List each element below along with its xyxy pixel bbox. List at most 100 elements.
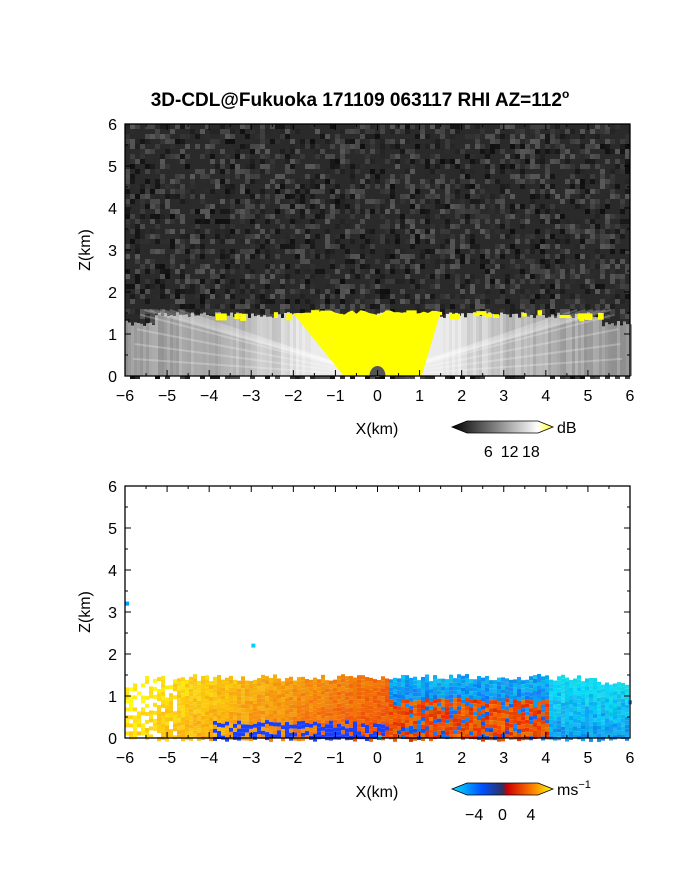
noise-cell — [420, 134, 425, 139]
velocity-cell — [249, 704, 253, 709]
noise-cell — [205, 309, 210, 314]
noise-cell — [350, 164, 355, 169]
noise-cell — [410, 194, 415, 199]
noise-cell — [315, 189, 320, 194]
noise-cell — [335, 164, 340, 169]
noise-cell — [155, 179, 160, 184]
velocity-cell — [533, 687, 537, 692]
noise-cell — [425, 219, 430, 224]
noise-cell — [570, 149, 575, 154]
velocity-cell — [133, 687, 137, 692]
velocity-cell — [489, 732, 493, 737]
noise-cell — [310, 289, 315, 294]
velocity-cell — [297, 717, 301, 722]
velocity-cell — [565, 717, 569, 722]
noise-cell — [210, 209, 215, 214]
velocity-cell — [481, 693, 485, 698]
velocity-cell — [449, 734, 453, 739]
noise-cell — [570, 174, 575, 179]
velocity-cell — [393, 693, 397, 698]
velocity-cell — [169, 701, 173, 706]
velocity-cell — [561, 726, 565, 731]
noise-cell — [575, 229, 580, 234]
noise-cell — [295, 224, 300, 229]
x-tick-label: 5 — [583, 388, 592, 405]
noise-cell — [270, 229, 275, 234]
velocity-cell — [205, 675, 209, 680]
velocity-cell — [421, 708, 425, 713]
velocity-cell — [305, 711, 309, 716]
noise-cell — [160, 284, 165, 289]
noise-cell — [530, 194, 535, 199]
noise-cell — [590, 129, 595, 134]
noise-cell — [515, 174, 520, 179]
backscatter-column — [275, 314, 278, 376]
velocity-cell — [597, 721, 601, 726]
velocity-cell — [489, 692, 493, 697]
velocity-cell — [317, 723, 321, 728]
noise-cell — [410, 284, 415, 289]
noise-cell — [505, 224, 510, 229]
noise-cell — [575, 219, 580, 224]
backscatter-column — [548, 316, 551, 376]
velocity-cell — [329, 712, 333, 717]
noise-cell — [440, 294, 445, 299]
noise-cell — [260, 169, 265, 174]
noise-cell — [525, 304, 530, 309]
velocity-cell — [181, 693, 185, 698]
noise-cell — [230, 239, 235, 244]
noise-cell — [485, 284, 490, 289]
velocity-cell — [413, 720, 417, 725]
noise-cell — [280, 244, 285, 249]
velocity-cell — [413, 688, 417, 693]
velocity-cell — [605, 710, 609, 715]
noise-cell — [565, 239, 570, 244]
velocity-cell — [233, 723, 237, 728]
velocity-cell — [425, 722, 429, 727]
noise-cell — [235, 229, 240, 234]
noise-cell — [335, 239, 340, 244]
noise-cell — [245, 299, 250, 304]
noise-cell — [545, 229, 550, 234]
noise-cell — [355, 169, 360, 174]
noise-cell — [170, 244, 175, 249]
velocity-cell — [361, 731, 365, 736]
noise-cell — [515, 129, 520, 134]
noise-cell — [425, 199, 430, 204]
velocity-cell — [461, 687, 465, 692]
noise-cell — [295, 129, 300, 134]
velocity-cell — [173, 719, 177, 724]
velocity-cell — [481, 697, 485, 702]
noise-cell — [285, 304, 290, 309]
velocity-cell — [541, 692, 545, 697]
velocity-cell — [157, 709, 161, 714]
noise-cell — [500, 184, 505, 189]
velocity-cell — [157, 693, 161, 698]
noise-cell — [535, 164, 540, 169]
velocity-cell — [337, 687, 341, 692]
noise-cell — [185, 199, 190, 204]
noise-cell — [430, 204, 435, 209]
velocity-cell — [197, 692, 201, 697]
noise-cell — [475, 214, 480, 219]
velocity-cell — [297, 689, 301, 694]
noise-cell — [445, 159, 450, 164]
noise-cell — [195, 234, 200, 239]
noise-cell — [215, 284, 220, 289]
noise-cell — [145, 164, 150, 169]
noise-cell — [295, 179, 300, 184]
velocity-cell — [165, 685, 169, 690]
noise-cell — [610, 289, 615, 294]
noise-cell — [425, 174, 430, 179]
noise-cell — [570, 199, 575, 204]
noise-cell — [285, 194, 290, 199]
velocity-cell — [405, 699, 409, 704]
noise-cell — [225, 189, 230, 194]
velocity-cell — [349, 683, 353, 688]
velocity-cell — [225, 693, 229, 698]
noise-cell — [275, 194, 280, 199]
backscatter-column — [431, 313, 434, 376]
velocity-cell — [469, 715, 473, 720]
velocity-cell — [585, 706, 589, 711]
saturated-patch — [362, 314, 367, 323]
